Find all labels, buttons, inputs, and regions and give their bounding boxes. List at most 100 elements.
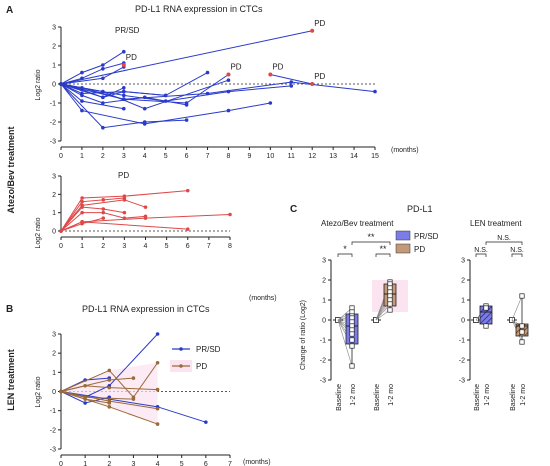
chart-a-bottom-xtick-label: 6 xyxy=(186,243,190,250)
chart-b-xtick-label: 7 xyxy=(228,461,232,466)
chart-c-sub1-xtick-label: Baseline xyxy=(336,384,343,411)
chart-a-bottom: PD Log2 ratio (months) 0 1 2 3 0 1 2 3 4 5 6 7 8 xyxy=(35,171,277,302)
chart-a-top-point xyxy=(122,97,126,101)
chart-c-sub2-xtick-label: Baseline xyxy=(510,384,517,411)
chart-a-top-ytick-label: -3 xyxy=(50,139,56,146)
chart-a-top-pd-label: PD xyxy=(126,53,137,62)
chart-a-top-series-line xyxy=(60,62,124,85)
chart-a-top-subtitle: PR/SD xyxy=(115,26,140,35)
chart-a-top-point xyxy=(184,118,189,122)
chart-a-top-xtick-label: 14 xyxy=(350,153,358,160)
chart-b-legend: PR/SD PD xyxy=(170,345,221,372)
chart-c-sub2-bracket-label: N.S. xyxy=(497,235,511,242)
chart-b-pd-point xyxy=(107,401,112,405)
chart-a-top-xtick-label: 13 xyxy=(329,153,337,160)
chart-c-sub1-connector xyxy=(375,303,391,321)
chart-c-sub1-xtick-label: 1-2 mo xyxy=(388,384,395,406)
chart-a-bottom-xtick-label: 3 xyxy=(122,243,126,250)
chart-a-bottom-point xyxy=(122,210,127,215)
legend-prsd-marker xyxy=(179,347,183,351)
legend-c-pd-swatch xyxy=(395,243,411,254)
chart-b-ytick-label: -2 xyxy=(50,427,56,434)
chart-a-top-xlabel: (months) xyxy=(391,147,419,154)
chart-c-sub1-xtick-label: 1-2 mo xyxy=(350,384,357,406)
chart-a-top-ytick-label: -2 xyxy=(50,120,56,127)
chart-a-top-xtick-label: 0 xyxy=(59,153,63,160)
chart-a-top-point xyxy=(226,78,231,82)
chart-a-bottom-xtick-label: 5 xyxy=(165,243,169,250)
chart-a-bottom-ytick-label: 3 xyxy=(52,174,56,181)
chart-a-top-ytick-label: -1 xyxy=(50,101,56,108)
chart-c-sub2-ytick-label: -1 xyxy=(459,338,465,345)
chart-c-sub1-point xyxy=(349,337,355,343)
chart-c-sub1-ytick-label: 0 xyxy=(322,318,326,325)
chart-b-ytick-label: -1 xyxy=(50,408,56,415)
chart-a-top-point xyxy=(373,89,377,94)
legend-pd-label: PD xyxy=(196,362,207,371)
chart-a-bottom-point xyxy=(101,210,106,215)
chart-a-top-point xyxy=(101,101,105,105)
chart-a-top-point xyxy=(122,93,126,98)
chart-a-bottom-ytick-label: 2 xyxy=(52,192,56,199)
chart-a-bottom-point xyxy=(185,227,190,231)
chart-c-sub2-connector xyxy=(511,295,523,321)
chart-c-sub1-bracket-label: ** xyxy=(379,244,387,254)
chart-a-bottom-point xyxy=(122,198,127,202)
chart-b-pd-point xyxy=(107,385,112,390)
chart-a-top-point xyxy=(101,95,105,100)
chart-a-top-xtick-label: 9 xyxy=(247,153,251,160)
chart-a-top-point xyxy=(80,99,84,103)
chart-c-sub2-bracket-label: N.S. xyxy=(510,247,524,254)
chart-a-top-xtick-label: 11 xyxy=(288,153,295,160)
chart-c-sub2-ytick-label: 3 xyxy=(461,258,465,265)
chart-a-top-point xyxy=(163,99,168,103)
chart-a-bottom-point xyxy=(101,216,106,220)
chart-a-bottom-point xyxy=(80,199,84,204)
chart-a-bottom-xlabel: (months) xyxy=(249,295,277,302)
chart-a-top-pd-point xyxy=(310,82,315,86)
chart-c-sub2-point xyxy=(519,329,525,335)
chart-a-top-pd-point xyxy=(268,72,273,77)
chart-c-sub1-xtick-label: Baseline xyxy=(374,384,381,411)
chart-a-top-pd-line xyxy=(60,30,313,85)
chart-c-sub1-bracket xyxy=(337,253,353,257)
chart-a-top-ytick-label: 3 xyxy=(52,25,56,32)
chart-c-sub1-title: Atezo/Bev treatment xyxy=(321,219,394,228)
chart-a-top-point xyxy=(101,125,105,130)
chart-b: PD-L1 RNA expression in CTCs Log2 ratio … xyxy=(35,304,271,466)
chart-c-sub2-ytick-label: 0 xyxy=(461,318,465,325)
chart-c-sub2-bracket xyxy=(475,253,487,257)
chart-c-sub1-bracket xyxy=(375,253,391,257)
chart-a-top-point xyxy=(205,91,210,96)
chart-c-sub1-ytick-label: -3 xyxy=(320,378,326,385)
chart-c-sub1-point xyxy=(349,363,355,369)
chart-b-ytick-label: 1 xyxy=(52,370,56,377)
chart-c-sub1-connector xyxy=(337,319,353,367)
chart-a-top-point xyxy=(80,108,84,113)
legend-c-prsd-swatch xyxy=(395,230,411,241)
chart-c-sub1-point xyxy=(349,343,355,349)
chart-a-top-pd-label: PD xyxy=(314,72,325,81)
chart-a-top-xtick-label: 6 xyxy=(185,153,189,160)
chart-a-top-series-line xyxy=(60,81,376,100)
chart-b-pd-point xyxy=(59,389,63,394)
side-label-atezo: Atezo/Bev treatment xyxy=(6,126,16,213)
chart-a-bottom-series-line xyxy=(60,206,125,232)
chart-b-ytick-label: 3 xyxy=(52,332,56,339)
chart-a-bottom-series-line xyxy=(60,199,146,232)
legend-prsd-label: PR/SD xyxy=(196,345,221,354)
chart-a-top-point xyxy=(122,49,126,54)
chart-c-sub1-bracket-label: * xyxy=(343,244,347,254)
chart-c-sub1-ytick-label: -1 xyxy=(320,338,326,345)
chart-c-sub2-bracket xyxy=(511,253,523,257)
chart-a-bottom-xtick-label: 7 xyxy=(207,243,211,250)
chart-b-pd-point xyxy=(155,360,160,365)
chart-a-top-pd-point xyxy=(310,28,315,33)
chart-a-top-xtick-label: 2 xyxy=(101,153,105,160)
chart-a-bottom-ytick-label: 0 xyxy=(52,229,56,236)
chart-a-bottom-point xyxy=(80,196,84,200)
chart-a-top-ytick-label: 2 xyxy=(52,44,56,51)
legend-c-pd-label: PD xyxy=(414,245,425,254)
chart-c-sub1-ytick-label: 2 xyxy=(322,278,326,285)
